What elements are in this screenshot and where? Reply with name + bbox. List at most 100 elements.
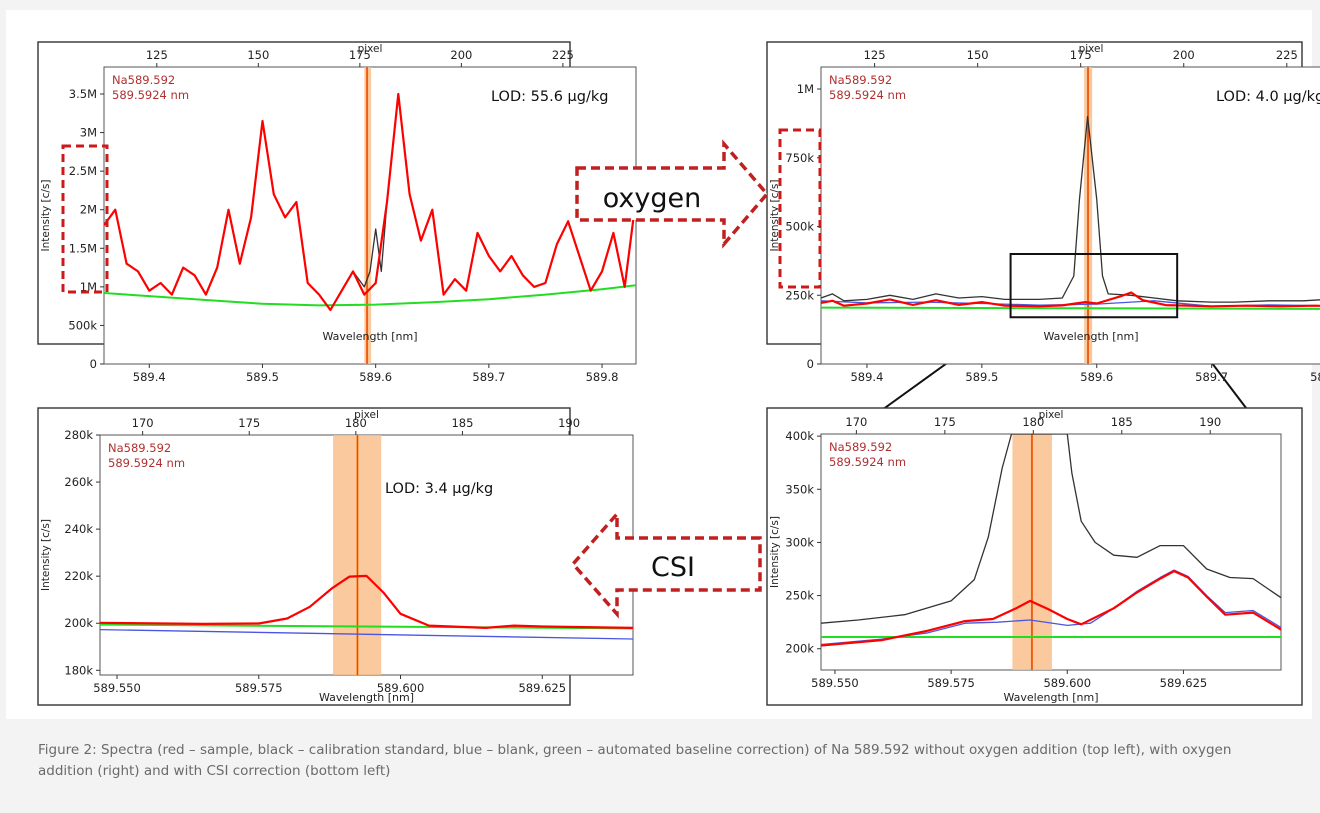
- x-tick-label: 589.575: [235, 681, 283, 695]
- y-tick-label: 400k: [785, 429, 814, 443]
- line-label: 589.5924 nm: [829, 455, 906, 469]
- csi-arrow-label: CSI: [651, 552, 695, 583]
- x2-tick-label: 185: [1111, 415, 1133, 429]
- x2-axis-label: pixel: [354, 409, 379, 421]
- plot-content: [104, 67, 636, 364]
- y-tick-label: 750k: [785, 151, 814, 165]
- x2-axis-label: pixel: [358, 43, 383, 55]
- x-axis-label: Wavelength [nm]: [319, 691, 414, 704]
- y-tick-label: 280k: [64, 428, 93, 442]
- x-tick-label: 589.625: [518, 681, 566, 695]
- x-tick-label: 589.4: [133, 370, 166, 384]
- chart-bottom-right: 589.550 589.575 589.600 589.625 170 175 180 185…: [766, 407, 1303, 706]
- x2-axis-label: pixel: [1039, 409, 1064, 421]
- y-tick-label: 180k: [64, 663, 93, 677]
- x2-tick-label: 170: [845, 415, 867, 429]
- series-baseline-line: [104, 284, 636, 307]
- series-sample-line: [100, 574, 633, 629]
- line-label: Na589.592: [829, 73, 892, 87]
- line-label: 589.5924 nm: [112, 88, 189, 102]
- y-range-highlight-box: [61, 144, 109, 294]
- x-tick-label: 589.6: [1080, 370, 1113, 384]
- y-tick-label: 220k: [64, 569, 93, 583]
- series-baseline-line: [100, 623, 633, 630]
- y-tick-label: 2M: [80, 203, 97, 217]
- x-tick-label: 589.550: [811, 676, 859, 690]
- y-axis-label: Intensity [c/s]: [769, 516, 781, 588]
- figure-caption: Figure 2: Spectra (red – sample, black –…: [38, 742, 1232, 779]
- x2-tick-label: 180: [345, 416, 367, 430]
- line-label: Na589.592: [108, 441, 171, 455]
- plot-content: [100, 435, 633, 675]
- chart-top-left: 589.4 589.5 589.6 589.7 589.8 125 150 175 200 225…: [37, 41, 637, 384]
- x-axis-label: Wavelength [nm]: [1043, 330, 1138, 343]
- x-tick-label: 589.625: [1160, 676, 1208, 690]
- y-tick-label: 3.5M: [69, 87, 97, 101]
- x-tick-label: 589.5: [965, 370, 998, 384]
- chart-top-right: 589.4 589.5 589.6 589.7 589.8 125 150 175 200 225…: [766, 41, 1320, 384]
- lod-annotation: LOD: 4.0 µg/kg: [1216, 89, 1320, 105]
- x-tick-label: 589.600: [1043, 676, 1091, 690]
- y-tick-label: 350k: [785, 482, 814, 496]
- x2-tick-label: 150: [247, 48, 269, 62]
- series-standard-line: [352, 201, 388, 288]
- x2-tick-label: 200: [450, 48, 472, 62]
- x2-tick-label: 180: [1022, 415, 1044, 429]
- x2-axis-label: pixel: [1079, 43, 1104, 55]
- plot-content: [821, 67, 1320, 364]
- x2-tick-label: 175: [934, 415, 956, 429]
- y-axis-label: Intensity [c/s]: [40, 519, 52, 591]
- x2-tick-label: 125: [146, 48, 168, 62]
- csi-arrow: CSI: [570, 509, 762, 619]
- series-baseline-line: [821, 306, 1320, 310]
- x2-tick-label: 225: [1276, 48, 1298, 62]
- x-tick-label: 589.8: [586, 370, 619, 384]
- series-sample-line: [821, 291, 1320, 308]
- x-tick-label: 589.550: [93, 681, 141, 695]
- y-tick-label: 240k: [64, 522, 93, 536]
- series-sample-line: [821, 570, 1281, 647]
- x-tick-label: 589.7: [472, 370, 505, 384]
- lod-annotation: LOD: 55.6 µg/kg: [491, 89, 608, 105]
- y-axis-label: Intensity [c/s]: [769, 179, 781, 251]
- x2-tick-label: 190: [558, 416, 580, 430]
- y-tick-label: 2.5M: [69, 164, 97, 178]
- y-tick-label: 300k: [785, 535, 814, 549]
- x2-tick-label: 225: [552, 48, 574, 62]
- charts-layer: 589.4 589.5 589.6 589.7 589.8 125 150 175 200 225…: [37, 41, 1320, 706]
- y-axis-label: Intensity [c/s]: [40, 179, 52, 251]
- x2-tick-label: 200: [1173, 48, 1195, 62]
- x2-tick-label: 175: [238, 416, 260, 430]
- x-axis-label: Wavelength [nm]: [322, 330, 417, 343]
- plot-content: [821, 434, 1281, 670]
- y-tick-label: 1M: [797, 82, 814, 96]
- y-tick-label: 250k: [785, 288, 814, 302]
- y-tick-label: 500k: [68, 318, 97, 332]
- y-tick-label: 1M: [80, 280, 97, 294]
- oxygen-arrow: oxygen: [575, 139, 770, 249]
- y-tick-label: 0: [807, 357, 814, 371]
- x-tick-label: 589.8: [1310, 370, 1320, 384]
- x-tick-label: 589.6: [359, 370, 392, 384]
- lod-annotation: LOD: 3.4 µg/kg: [385, 481, 493, 497]
- x2-tick-label: 170: [132, 416, 154, 430]
- series-sample-line: [104, 92, 636, 312]
- series-standard-line: [821, 434, 1281, 624]
- series-blank-line: [100, 628, 633, 640]
- y-tick-label: 3M: [80, 126, 97, 140]
- series-standard-line: [821, 115, 1320, 303]
- y-tick-label: 200k: [785, 642, 814, 656]
- x2-tick-label: 125: [864, 48, 886, 62]
- x2-tick-label: 190: [1199, 415, 1221, 429]
- y-range-highlight-box: [778, 128, 822, 289]
- y-tick-label: 0: [90, 357, 97, 371]
- x-tick-label: 589.575: [927, 676, 975, 690]
- plot-area: [820, 66, 1320, 365]
- y-tick-label: 260k: [64, 475, 93, 489]
- x2-tick-label: 175: [349, 48, 371, 62]
- chart-bottom-left: 589.550 589.575 589.600 589.625 170 175 180 185…: [37, 407, 634, 706]
- x-tick-label: 589.5: [246, 370, 279, 384]
- zoom-box: [1009, 253, 1179, 319]
- x-tick-label: 589.4: [850, 370, 883, 384]
